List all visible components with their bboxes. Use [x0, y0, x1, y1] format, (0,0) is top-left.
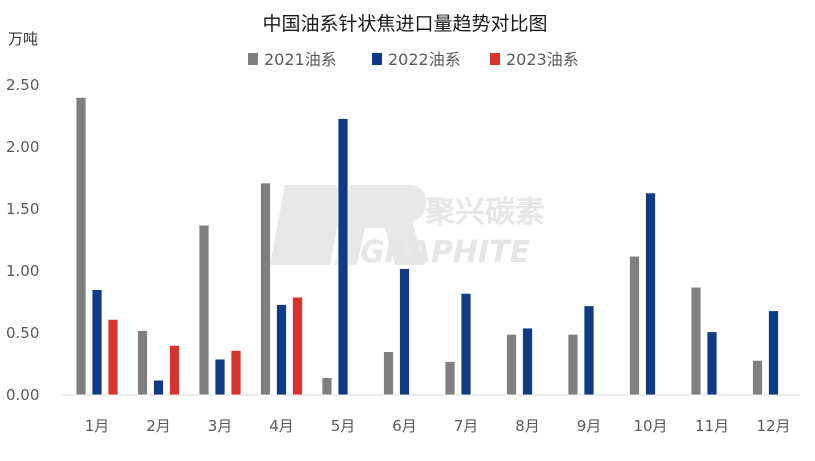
bar-2022油系-12月	[768, 310, 779, 396]
bar-2021油系-12月	[752, 359, 763, 396]
x-tick-label: 10月	[633, 417, 667, 435]
y-tick-label: 0.00	[6, 386, 39, 404]
watermark-logo-text: 聚兴碳素	[424, 195, 545, 230]
bar-2023油系-1月	[107, 318, 119, 396]
x-tick-label: 3月	[208, 417, 233, 435]
bar-2021油系-11月	[690, 286, 702, 396]
x-tick-label: 9月	[577, 417, 602, 435]
y-axis-ticks: 0.00 0.50 1.00 1.50 2.00 2.50	[6, 76, 39, 404]
chart-legend: 2021油系 2022油系 2023油系	[248, 50, 579, 69]
bar-2021油系-8月	[506, 333, 517, 396]
bar-2023油系-4月	[292, 296, 303, 396]
bar-2022油系-4月	[276, 304, 287, 396]
bar-2022油系-9月	[583, 305, 595, 396]
bar-2021油系-2月	[137, 330, 148, 396]
y-tick-label: 1.50	[6, 200, 39, 218]
bar-2023油系-2月	[169, 344, 180, 396]
x-tick-label: 4月	[269, 417, 294, 435]
bar-2022油系-11月	[706, 331, 718, 396]
x-tick-label: 1月	[85, 417, 110, 435]
bar-2022油系-2月	[153, 379, 164, 396]
x-tick-label: 11月	[695, 417, 729, 435]
x-tick-label: 8月	[515, 417, 540, 435]
watermark-logo: 聚兴碳素 GRAPHITE	[270, 185, 545, 270]
x-tick-label: 7月	[454, 417, 479, 435]
bar-2021油系-1月	[75, 97, 87, 396]
bar-2021油系-9月	[567, 333, 579, 396]
legend-label: 2021油系	[264, 50, 337, 69]
bar-2022油系-10月	[645, 192, 656, 396]
watermark-graphite-text: GRAPHITE	[360, 235, 531, 270]
chart-title: 中国油系针状焦进口量趋势对比图	[262, 13, 547, 35]
bar-2021油系-5月	[321, 377, 333, 396]
legend-swatch	[248, 53, 258, 65]
bar-2023油系-3月	[230, 349, 242, 396]
x-tick-label: 6月	[392, 417, 417, 435]
x-tick-label: 5月	[331, 417, 356, 435]
x-tick-label: 2月	[146, 417, 171, 435]
bar-2022油系-5月	[337, 118, 349, 396]
x-tick-label: 12月	[756, 417, 790, 435]
bar-2022油系-8月	[522, 327, 533, 396]
y-tick-label: 2.50	[6, 76, 39, 94]
y-tick-label: 1.00	[6, 262, 39, 280]
legend-swatch	[372, 53, 382, 65]
bar-2021油系-10月	[629, 255, 640, 396]
bar-2022油系-1月	[91, 289, 103, 396]
legend-swatch	[490, 53, 500, 65]
bar-2021油系-3月	[198, 224, 210, 396]
bar-2022油系-7月	[460, 292, 472, 396]
legend-label: 2023油系	[506, 50, 579, 69]
y-tick-label: 0.50	[6, 324, 39, 342]
y-tick-label: 2.00	[6, 138, 39, 156]
bar-2021油系-6月	[383, 351, 394, 396]
legend-label: 2022油系	[388, 50, 461, 69]
y-axis-unit-label: 万吨	[8, 30, 38, 48]
bar-2022油系-3月	[214, 358, 226, 396]
bar-2021油系-4月	[260, 182, 271, 396]
bar-2021油系-7月	[444, 361, 456, 396]
bar-2022油系-6月	[399, 268, 410, 396]
x-axis-ticks: 1月 2月 3月 4月 5月 6月 7月 8月 9月 10月 11月 12月	[85, 417, 791, 435]
bar-series-group	[75, 97, 779, 396]
